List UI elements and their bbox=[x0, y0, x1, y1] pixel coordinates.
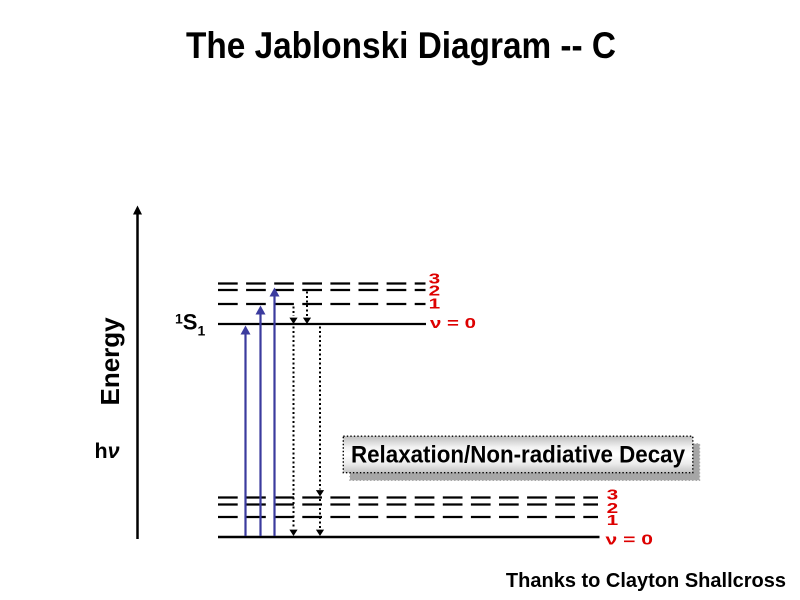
svg-text:Relaxation/Non-radiative Decay: Relaxation/Non-radiative Decay bbox=[351, 442, 686, 469]
svg-text:1S1: 1S1 bbox=[175, 310, 205, 339]
svg-text:hν: hν bbox=[95, 439, 120, 463]
svg-text:Energy: Energy bbox=[95, 317, 125, 406]
svg-text:1: 1 bbox=[429, 296, 441, 312]
svg-text:2: 2 bbox=[607, 500, 619, 516]
svg-text:3: 3 bbox=[429, 271, 441, 287]
svg-text:3: 3 bbox=[607, 486, 619, 502]
svg-text:2: 2 bbox=[429, 283, 441, 299]
svg-text:ν = 0: ν = 0 bbox=[606, 532, 654, 549]
svg-text:ν = 0: ν = 0 bbox=[430, 315, 476, 332]
svg-text:The Jablonski Diagram -- C: The Jablonski Diagram -- C bbox=[186, 25, 616, 66]
svg-text:1: 1 bbox=[607, 512, 619, 528]
svg-text:Thanks to Clayton Shallcross: Thanks to Clayton Shallcross bbox=[506, 570, 786, 592]
